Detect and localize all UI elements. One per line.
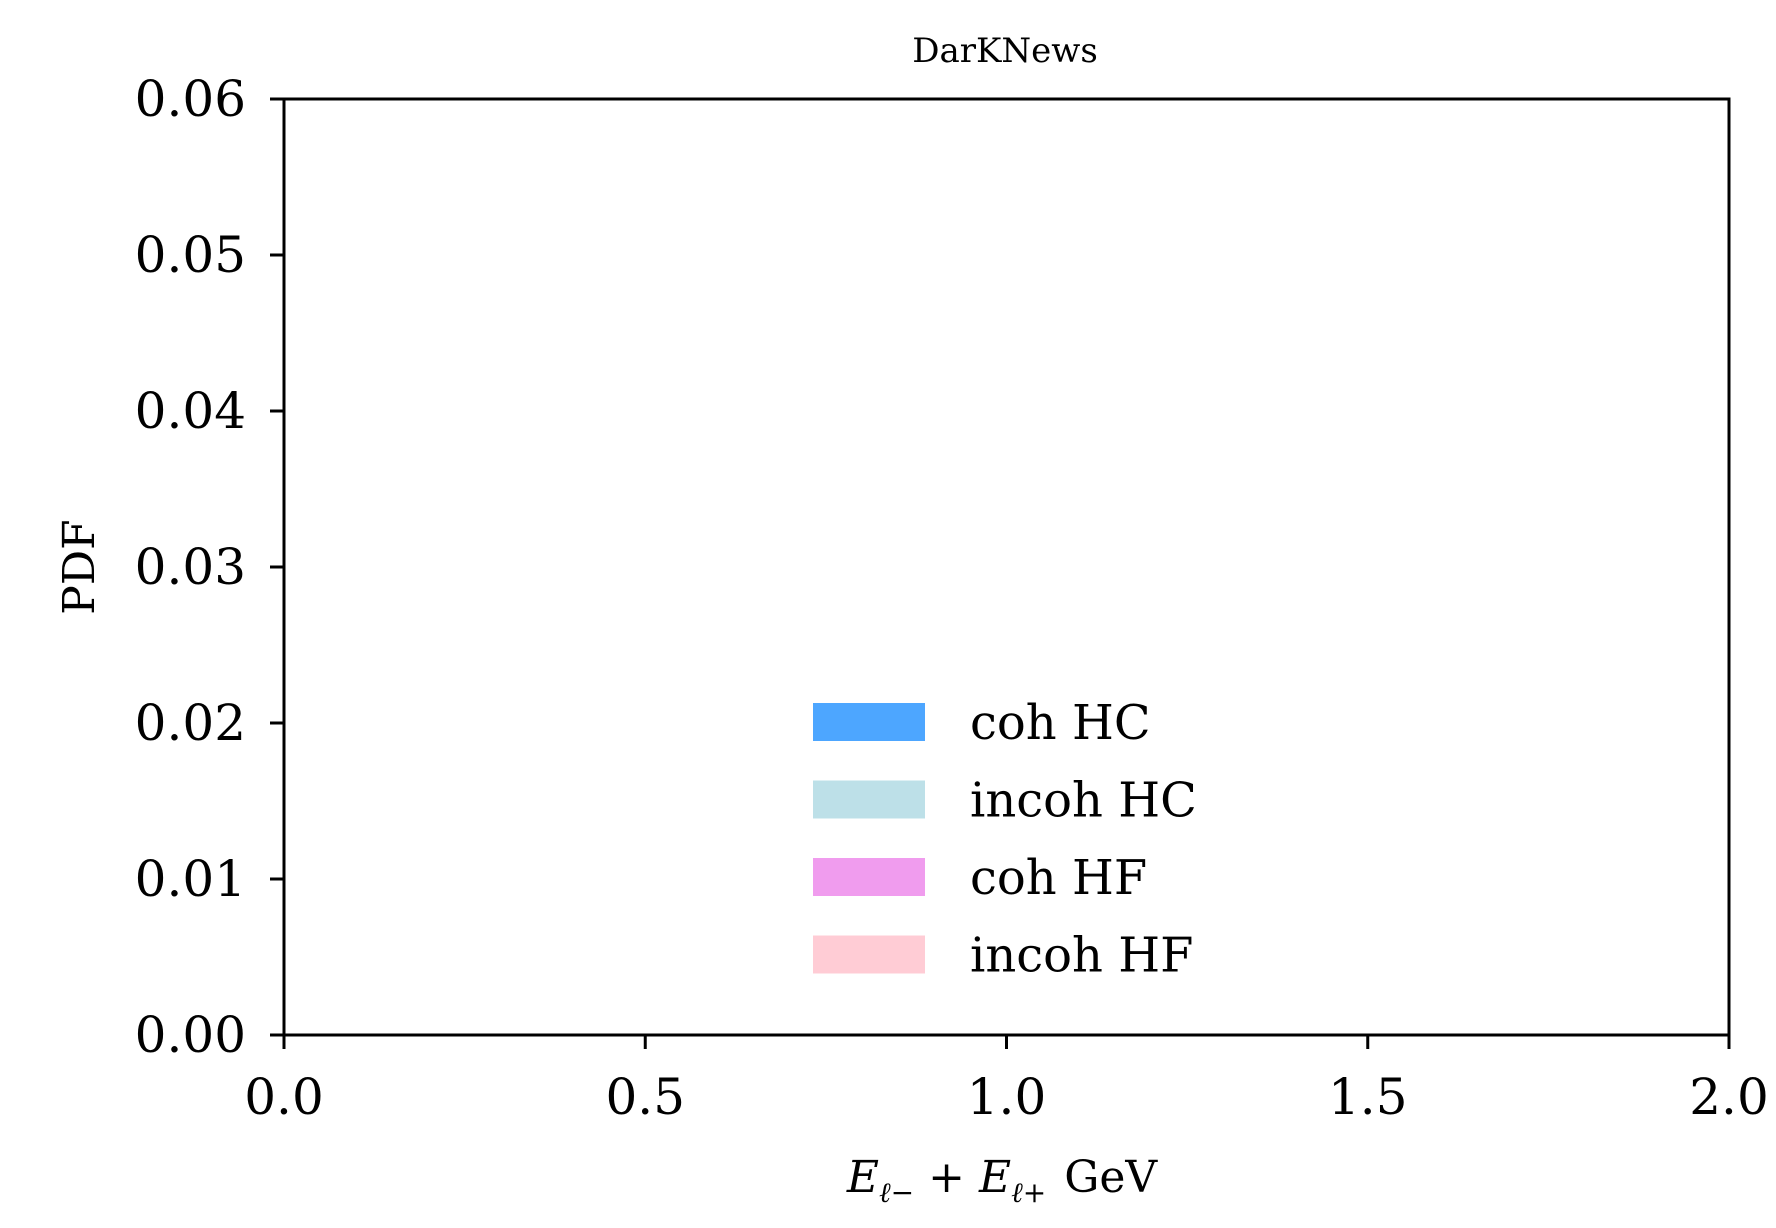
y-axis: 0.00 0.01 0.02 0.03 0.04 0.05 0.06 [135,70,284,1064]
y-tick-label: 0.06 [135,70,246,128]
x-tick-label: 0.0 [244,1068,324,1126]
x-tick-label: 0.5 [605,1068,685,1126]
y-tick-label: 0.01 [135,850,246,908]
x-axis-label-plus: + [928,1152,965,1203]
x-axis: 0.0 0.5 1.0 1.5 2.0 [244,1035,1769,1126]
legend-swatch [813,780,925,819]
legend-label: incoh HC [970,773,1197,829]
x-axis-label-unit: GeV [1064,1152,1158,1203]
legend-swatch [813,703,925,741]
x-tick-label: 2.0 [1689,1068,1769,1126]
x-axis-label: Eℓ− + Eℓ+ GeV [846,1152,1159,1209]
legend-swatch [813,858,925,896]
x-tick-label: 1.0 [967,1068,1047,1126]
x-axis-label-e2: E [978,1152,1011,1203]
legend-label: coh HC [970,695,1151,751]
legend: coh HC incoh HC coh HF incoh HF [813,695,1197,984]
legend-swatch [813,935,925,974]
x-tick-label: 1.5 [1328,1068,1408,1126]
x-axis-label-sub2: ℓ+ [1011,1176,1046,1209]
legend-label: coh HF [970,850,1147,906]
y-tick-label: 0.04 [135,382,246,440]
y-tick-label: 0.02 [135,694,246,752]
y-tick-label: 0.00 [135,1006,246,1064]
y-tick-label: 0.03 [135,538,246,596]
x-axis-label-sub1: ℓ− [879,1176,914,1209]
chart-title: DarKNews [912,31,1098,71]
legend-label: incoh HF [970,928,1193,984]
y-tick-label: 0.05 [135,226,246,284]
y-axis-label: PDF [54,519,105,614]
x-axis-label-e1: E [846,1152,879,1203]
